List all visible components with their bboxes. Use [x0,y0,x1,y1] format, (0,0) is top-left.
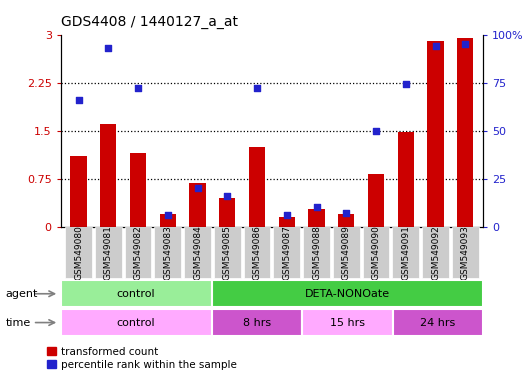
Text: GSM549092: GSM549092 [431,225,440,280]
Bar [219,198,235,227]
FancyBboxPatch shape [212,280,483,307]
Point [134,85,142,91]
Point [282,212,291,218]
Bar [398,132,414,227]
Point [193,185,202,191]
Bar [190,183,206,227]
FancyBboxPatch shape [212,309,302,336]
Point [253,85,261,91]
FancyBboxPatch shape [214,227,241,278]
Text: 15 hrs: 15 hrs [330,318,365,328]
FancyBboxPatch shape [302,309,393,336]
FancyBboxPatch shape [333,227,360,278]
Point [431,43,440,49]
FancyBboxPatch shape [452,227,479,278]
Bar [159,214,176,227]
FancyBboxPatch shape [243,227,270,278]
FancyBboxPatch shape [393,309,483,336]
Text: GSM549093: GSM549093 [461,225,470,280]
Text: GDS4408 / 1440127_a_at: GDS4408 / 1440127_a_at [61,15,238,29]
Text: GSM549086: GSM549086 [252,225,261,280]
Bar [368,174,384,227]
Text: DETA-NONOate: DETA-NONOate [305,289,390,299]
Bar [130,153,146,227]
Bar [249,147,265,227]
Text: agent: agent [5,289,37,299]
Text: 8 hrs: 8 hrs [243,318,271,328]
FancyBboxPatch shape [61,280,212,307]
Point [313,204,321,210]
Bar [279,217,295,227]
Bar [427,41,444,227]
Text: GSM549087: GSM549087 [282,225,291,280]
FancyBboxPatch shape [363,227,390,278]
Point [164,212,172,218]
Point [104,45,112,51]
Point [342,210,351,216]
Text: GSM549082: GSM549082 [134,225,143,280]
Text: GSM549089: GSM549089 [342,225,351,280]
FancyBboxPatch shape [65,227,92,278]
Text: time: time [5,318,31,328]
FancyBboxPatch shape [154,227,181,278]
Bar [70,156,87,227]
Text: control: control [117,318,155,328]
Text: GSM549088: GSM549088 [312,225,321,280]
Bar [100,124,117,227]
FancyBboxPatch shape [125,227,152,278]
Text: GSM549084: GSM549084 [193,225,202,280]
FancyBboxPatch shape [95,227,121,278]
FancyBboxPatch shape [392,227,419,278]
Bar [308,209,325,227]
Legend: transformed count, percentile rank within the sample: transformed count, percentile rank withi… [48,347,237,370]
Text: GSM549085: GSM549085 [223,225,232,280]
FancyBboxPatch shape [184,227,211,278]
Text: GSM549083: GSM549083 [163,225,172,280]
Point [223,193,231,199]
Bar [338,214,354,227]
Text: GSM549081: GSM549081 [104,225,113,280]
Text: GSM549080: GSM549080 [74,225,83,280]
Point [402,81,410,88]
Point [461,41,469,47]
Text: 24 hrs: 24 hrs [420,318,456,328]
Bar [457,38,474,227]
FancyBboxPatch shape [303,227,330,278]
Text: control: control [117,289,155,299]
Point [74,97,83,103]
Text: GSM549090: GSM549090 [372,225,381,280]
Text: GSM549091: GSM549091 [401,225,410,280]
FancyBboxPatch shape [422,227,449,278]
Point [372,127,380,134]
FancyBboxPatch shape [61,309,212,336]
FancyBboxPatch shape [274,227,300,278]
